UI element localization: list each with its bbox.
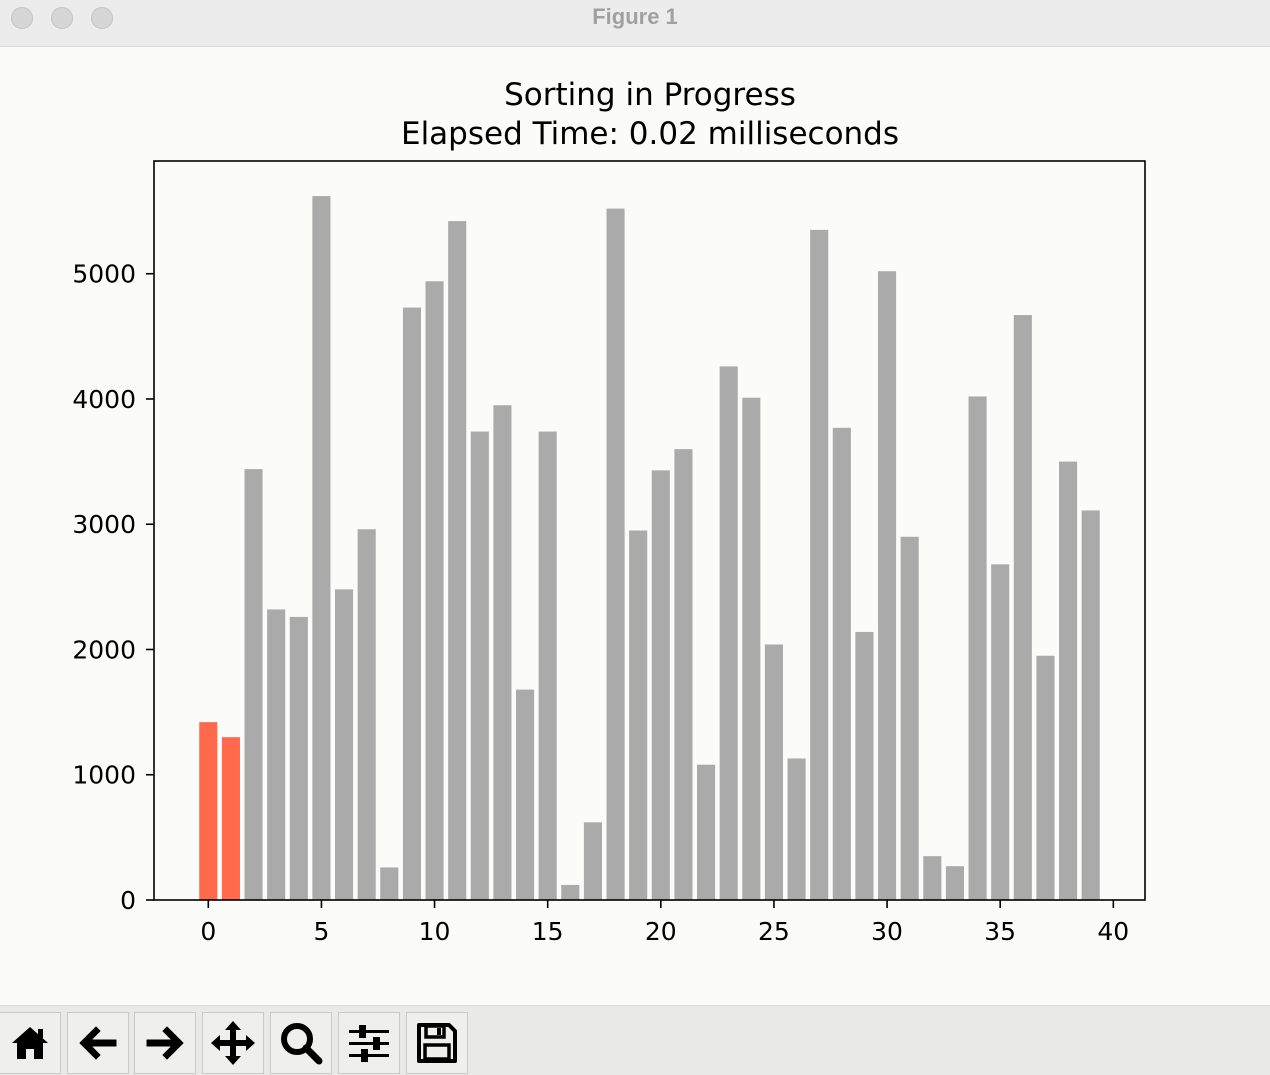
zoom-button[interactable] — [270, 1012, 332, 1074]
bar-32 — [923, 856, 942, 900]
configure-subplots-icon — [347, 1021, 391, 1065]
bar-2 — [244, 469, 263, 900]
y-tick-label: 0 — [120, 886, 136, 915]
figure-canvas[interactable]: Sorting in Progress Elapsed Time: 0.02 m… — [0, 47, 1270, 1005]
y-tick-label: 1000 — [72, 761, 136, 790]
bar-25 — [764, 644, 783, 900]
bar-22 — [697, 764, 716, 900]
bar-33 — [945, 866, 964, 900]
bar-27 — [810, 229, 829, 900]
forward-button[interactable] — [134, 1012, 196, 1074]
bar-23 — [719, 366, 738, 900]
home-icon — [8, 1021, 52, 1065]
bar-16 — [561, 884, 580, 900]
bar-9 — [402, 307, 421, 900]
bar-19 — [629, 530, 648, 900]
zoom-window-button[interactable] — [91, 7, 113, 29]
save-button[interactable] — [406, 1012, 468, 1074]
x-tick-label: 10 — [419, 917, 451, 946]
bar-39 — [1081, 510, 1100, 900]
bar-12 — [470, 431, 489, 900]
navigation-toolbar — [0, 1005, 1270, 1075]
y-tick-label: 2000 — [72, 635, 136, 664]
close-window-button[interactable] — [11, 7, 33, 29]
bar-18 — [606, 208, 625, 900]
bar-1 — [221, 737, 240, 900]
bar-34 — [968, 396, 987, 900]
bar-6 — [335, 589, 354, 900]
bar-31 — [900, 536, 919, 900]
home-button[interactable] — [0, 1012, 61, 1074]
bar-17 — [583, 822, 602, 900]
bar-30 — [878, 271, 897, 900]
bar-29 — [855, 631, 874, 900]
bar-20 — [651, 470, 670, 900]
configure-subplots-button[interactable] — [338, 1012, 400, 1074]
x-tick-label: 35 — [984, 917, 1016, 946]
ticks-group: 0 5 10 15 20 25 30 35 40 0 1000 2000 3000 4000 5000 — [72, 260, 1129, 946]
back-button[interactable] — [67, 1012, 129, 1074]
bar-37 — [1036, 655, 1055, 900]
x-tick-label: 15 — [532, 917, 564, 946]
y-tick-label: 5000 — [72, 260, 136, 289]
bar-21 — [674, 449, 693, 900]
back-arrow-icon — [76, 1021, 120, 1065]
bar-3 — [267, 609, 286, 900]
bar-26 — [787, 758, 806, 900]
pan-button[interactable] — [202, 1012, 264, 1074]
bars-group — [199, 196, 1100, 901]
bar-chart: Sorting in Progress Elapsed Time: 0.02 m… — [72, 77, 1146, 946]
bar-14 — [516, 689, 535, 900]
x-tick-label: 30 — [871, 917, 903, 946]
bar-36 — [1013, 315, 1032, 900]
window-title: Figure 1 — [592, 4, 678, 29]
x-tick-label: 40 — [1097, 917, 1129, 946]
zoom-icon — [278, 1020, 324, 1066]
y-tick-label: 4000 — [72, 385, 136, 414]
pan-icon — [209, 1019, 257, 1067]
x-tick-label: 0 — [200, 917, 216, 946]
bar-4 — [289, 616, 308, 900]
title-bar: Figure 1 — [0, 0, 1270, 47]
bar-8 — [380, 867, 399, 900]
axes-frame — [153, 160, 1146, 901]
save-icon — [415, 1021, 459, 1065]
y-tick-label: 3000 — [72, 510, 136, 539]
bar-35 — [991, 564, 1010, 900]
chart-title: Sorting in Progress — [504, 77, 796, 113]
bar-5 — [312, 196, 331, 901]
x-tick-label: 20 — [645, 917, 677, 946]
bar-0 — [199, 722, 218, 900]
bar-13 — [493, 405, 512, 900]
forward-arrow-icon — [143, 1021, 187, 1065]
minimize-window-button[interactable] — [51, 7, 73, 29]
bar-11 — [448, 221, 467, 900]
x-tick-label: 25 — [758, 917, 790, 946]
chart-subtitle: Elapsed Time: 0.02 milliseconds — [401, 116, 899, 152]
bar-38 — [1059, 461, 1078, 900]
bar-15 — [538, 431, 557, 900]
bar-7 — [357, 529, 376, 900]
bar-24 — [742, 397, 761, 900]
x-tick-label: 5 — [313, 917, 329, 946]
bar-28 — [832, 427, 851, 900]
bar-10 — [425, 281, 444, 900]
